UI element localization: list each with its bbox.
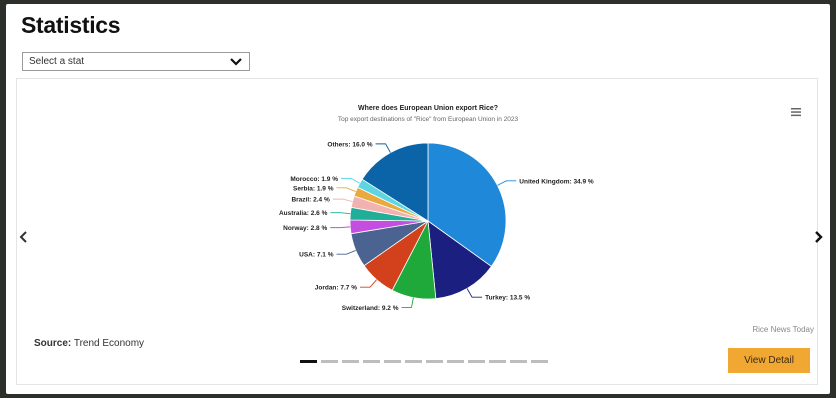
leader-line — [330, 226, 351, 229]
slice-label: Morocco: 1.9 % — [290, 176, 338, 183]
carousel-dot[interactable] — [321, 360, 338, 363]
stat-select-label: Select a stat — [29, 56, 85, 67]
slice-label: Turkey: 13.5 % — [485, 295, 530, 302]
chart-subtitle: Top export destinations of "Rice" from E… — [338, 116, 519, 123]
slice-label: Norway: 2.8 % — [283, 225, 327, 232]
chart-title: Where does European Union export Rice? — [358, 105, 498, 112]
pie-slice-others[interactable] — [361, 142, 429, 222]
pie-slice-united-kingdom[interactable] — [427, 142, 507, 268]
view-detail-button[interactable]: View Detail — [728, 348, 810, 373]
leader-line — [401, 297, 414, 308]
credit-text: Rice News Today — [752, 325, 814, 334]
slice-label: Serbia: 1.9 % — [293, 185, 334, 192]
source-note: Source: Trend Economy — [34, 338, 144, 349]
pie-slice-turkey[interactable] — [427, 220, 492, 300]
leader-line — [330, 212, 351, 215]
slice-label: Australia: 2.6 % — [279, 210, 328, 217]
source-value: Trend Economy — [73, 338, 145, 349]
carousel-dot[interactable] — [468, 360, 485, 363]
carousel-dot[interactable] — [426, 360, 443, 363]
leader-line — [341, 177, 360, 184]
leader-line — [497, 180, 517, 186]
carousel-dot[interactable] — [384, 360, 401, 363]
stat-select[interactable]: Select a stat — [22, 52, 250, 71]
carousel-dot[interactable] — [363, 360, 380, 363]
carousel-dot[interactable] — [531, 360, 548, 363]
leader-line — [360, 279, 377, 288]
slice-label: United Kingdom: 34.9 % — [519, 178, 594, 185]
leader-line — [336, 249, 356, 255]
carousel-dot[interactable] — [300, 360, 317, 363]
source-label: Source: — [34, 338, 72, 349]
chevron-right-icon[interactable] — [810, 228, 826, 246]
slice-label: Others: 16.0 % — [327, 141, 372, 148]
page-title: Statistics — [21, 12, 121, 38]
chevron-left-icon[interactable] — [16, 228, 32, 246]
leader-line — [332, 198, 353, 203]
leader-line — [336, 187, 356, 193]
carousel-dot[interactable] — [405, 360, 422, 363]
leader-line — [466, 288, 483, 298]
pie-chart: Where does European Union export Rice? T… — [279, 105, 594, 312]
carousel-indicators — [300, 360, 560, 366]
menu-icon[interactable] — [789, 106, 803, 118]
leader-line — [375, 143, 391, 153]
slice-label: Switzerland: 9.2 % — [342, 305, 399, 312]
slice-label: Brazil: 2.4 % — [291, 197, 330, 204]
slice-label: USA: 7.1 % — [299, 252, 334, 259]
carousel-dot[interactable] — [510, 360, 527, 363]
slice-label: Jordan: 7.7 % — [315, 285, 357, 292]
carousel-dot[interactable] — [447, 360, 464, 363]
chevron-down-icon — [230, 58, 242, 66]
carousel-dot[interactable] — [489, 360, 506, 363]
carousel-dot[interactable] — [342, 360, 359, 363]
